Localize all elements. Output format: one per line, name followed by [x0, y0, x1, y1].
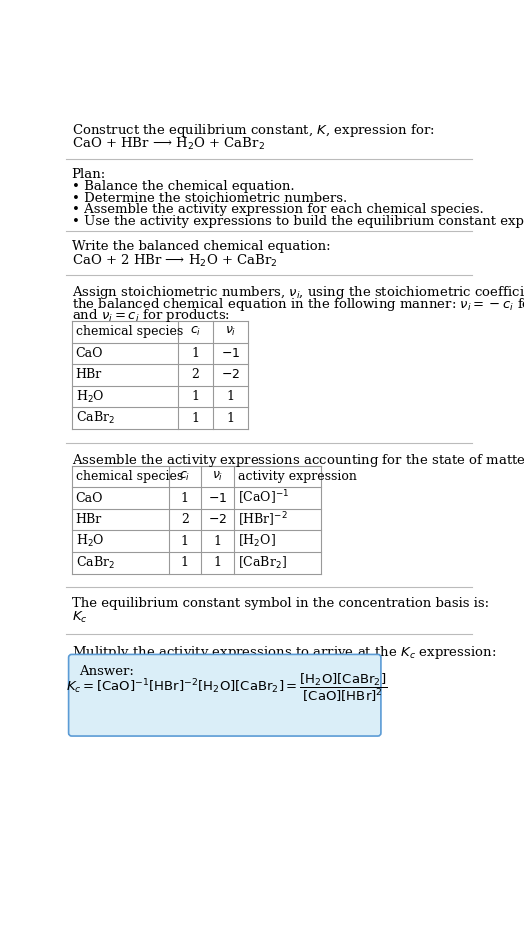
Text: $\nu_i$: $\nu_i$ [224, 326, 236, 339]
Text: The equilibrium constant symbol in the concentration basis is:: The equilibrium constant symbol in the c… [72, 597, 489, 609]
Bar [72, 466, 321, 573]
Text: HBr: HBr [75, 513, 102, 526]
Text: 2: 2 [181, 513, 189, 526]
Text: chemical species: chemical species [75, 326, 183, 338]
Text: $-1$: $-1$ [208, 492, 227, 505]
Text: CaBr$_2$: CaBr$_2$ [75, 410, 114, 426]
Text: CaO + 2 HBr ⟶ H$_2$O + CaBr$_2$: CaO + 2 HBr ⟶ H$_2$O + CaBr$_2$ [72, 253, 277, 270]
Text: the balanced chemical equation in the following manner: $\nu_i = -c_i$ for react: the balanced chemical equation in the fo… [72, 295, 524, 312]
Text: Assign stoichiometric numbers, $\nu_i$, using the stoichiometric coefficients, $: Assign stoichiometric numbers, $\nu_i$, … [72, 284, 524, 301]
Text: • Use the activity expressions to build the equilibrium constant expression.: • Use the activity expressions to build … [72, 214, 524, 228]
Text: 1: 1 [181, 534, 189, 548]
Text: CaBr$_2$: CaBr$_2$ [75, 555, 114, 571]
Text: 1: 1 [191, 346, 199, 360]
Text: and $\nu_i = c_i$ for products:: and $\nu_i = c_i$ for products: [72, 307, 230, 325]
Text: • Determine the stoichiometric numbers.: • Determine the stoichiometric numbers. [72, 192, 347, 205]
Text: $-2$: $-2$ [221, 368, 240, 381]
Text: 1: 1 [181, 556, 189, 569]
Text: Plan:: Plan: [72, 168, 106, 180]
Text: $K_c$: $K_c$ [72, 610, 88, 624]
Text: Mulitply the activity expressions to arrive at the $K_c$ expression:: Mulitply the activity expressions to arr… [72, 643, 496, 661]
Text: 2: 2 [191, 368, 199, 381]
Text: chemical species: chemical species [75, 470, 183, 483]
Text: • Balance the chemical equation.: • Balance the chemical equation. [72, 180, 294, 193]
Text: [CaBr$_2$]: [CaBr$_2$] [238, 555, 287, 571]
Text: 1: 1 [226, 412, 234, 424]
Text: activity expression: activity expression [238, 470, 357, 483]
Text: $\nu_i$: $\nu_i$ [212, 470, 223, 483]
Text: Answer:: Answer: [80, 665, 134, 679]
Text: [HBr]$^{-2}$: [HBr]$^{-2}$ [238, 511, 288, 529]
Text: • Assemble the activity expression for each chemical species.: • Assemble the activity expression for e… [72, 203, 484, 216]
Text: H$_2$O: H$_2$O [75, 388, 104, 404]
Text: 1: 1 [214, 534, 222, 548]
Text: $c_i$: $c_i$ [190, 326, 201, 339]
Text: 1: 1 [191, 412, 199, 424]
Text: CaO: CaO [75, 346, 103, 360]
Text: 1: 1 [181, 492, 189, 505]
Text: H$_2$O: H$_2$O [75, 533, 104, 549]
Text: $c_i$: $c_i$ [179, 470, 191, 483]
Text: Construct the equilibrium constant, $K$, expression for:: Construct the equilibrium constant, $K$,… [72, 121, 434, 139]
Text: HBr: HBr [75, 368, 102, 381]
Text: $K_c = [\mathrm{CaO}]^{-1}[\mathrm{HBr}]^{-2}[\mathrm{H_2O}][\mathrm{CaBr_2}] = : $K_c = [\mathrm{CaO}]^{-1}[\mathrm{HBr}]… [66, 672, 387, 704]
Text: 1: 1 [214, 556, 222, 569]
Text: 1: 1 [191, 390, 199, 403]
Text: $-1$: $-1$ [221, 346, 240, 360]
Bar [72, 321, 248, 429]
Text: [H$_2$O]: [H$_2$O] [238, 533, 276, 549]
Text: 1: 1 [226, 390, 234, 403]
Text: Assemble the activity expressions accounting for the state of matter and $\nu_i$: Assemble the activity expressions accoun… [72, 452, 524, 469]
Text: CaO + HBr ⟶ H$_2$O + CaBr$_2$: CaO + HBr ⟶ H$_2$O + CaBr$_2$ [72, 136, 265, 152]
Text: $-2$: $-2$ [208, 513, 227, 526]
FancyBboxPatch shape [69, 655, 381, 736]
Text: CaO: CaO [75, 492, 103, 505]
Text: [CaO]$^{-1}$: [CaO]$^{-1}$ [238, 489, 290, 508]
Text: Write the balanced chemical equation:: Write the balanced chemical equation: [72, 240, 330, 253]
